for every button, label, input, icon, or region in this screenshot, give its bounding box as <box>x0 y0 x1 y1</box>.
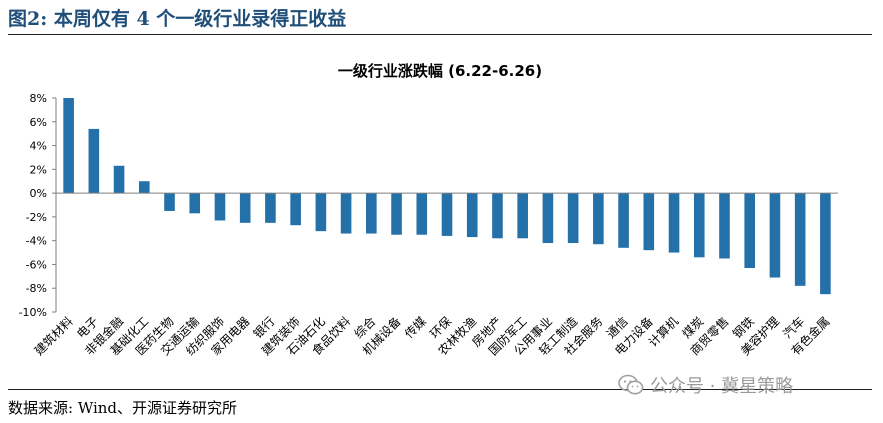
bar <box>668 193 680 253</box>
bar <box>88 128 100 194</box>
bar <box>113 165 125 194</box>
bars <box>56 98 838 295</box>
bar <box>239 193 251 223</box>
bar <box>290 193 301 226</box>
y-tick-label: 0% <box>30 187 47 200</box>
y-tick-label: 8% <box>30 92 47 105</box>
bar-chart: 一级行业涨跌幅 (6.22-6.26) 8% 6% 4% 2% 0% -2% -4% -6% -… <box>19 62 838 359</box>
y-tick-label: 6% <box>30 116 47 129</box>
watermark-text: 公众号 · 冀星策略 <box>650 376 794 397</box>
bar <box>719 193 730 259</box>
figure-title: 图2: 本周仅有 4 个一级行业录得正收益 <box>8 8 347 30</box>
y-axis: 8% 6% 4% 2% 0% -2% -4% -6% -8% -10% <box>19 92 57 319</box>
y-tick-label: -10% <box>19 306 47 319</box>
bar <box>567 193 579 244</box>
y-tick-label: -4% <box>26 235 47 248</box>
bar <box>744 193 756 269</box>
x-tick-label: 传媒 <box>401 314 429 342</box>
bar <box>542 193 554 244</box>
y-tick-label: -8% <box>26 282 47 295</box>
source-note: 数据来源: Wind、开源证券研究所 <box>8 399 238 417</box>
bar <box>265 193 276 223</box>
y-tick-label: 4% <box>30 140 47 153</box>
bar <box>693 193 705 258</box>
bar <box>820 193 831 295</box>
bar <box>593 193 604 245</box>
bar <box>794 193 806 286</box>
bar <box>138 181 150 194</box>
bar <box>340 193 352 234</box>
bar <box>189 193 201 214</box>
bar <box>517 193 528 239</box>
x-tick-label: 建筑材料 <box>31 314 76 359</box>
x-axis-labels: 建筑材料电子非银金融基础化工医药生物交通运输纺织服饰家用电器银行建筑装饰石油石化… <box>31 314 832 359</box>
bar <box>164 193 175 211</box>
bar <box>315 193 327 232</box>
bar <box>214 193 226 221</box>
y-tick-label: -2% <box>26 211 47 224</box>
watermark: 公众号 · 冀星策略 <box>618 372 793 398</box>
bar <box>391 193 402 235</box>
y-tick-label: 2% <box>30 163 47 176</box>
bar <box>643 193 655 251</box>
y-tick-label: -6% <box>26 258 47 271</box>
bar <box>618 193 629 248</box>
bar <box>441 193 453 236</box>
wechat-icon <box>618 374 644 395</box>
bar <box>492 193 503 239</box>
bar <box>769 193 781 278</box>
bar <box>416 193 428 235</box>
bar <box>63 98 74 194</box>
chart-title: 一级行业涨跌幅 (6.22-6.26) <box>338 62 542 80</box>
bottom-rule <box>8 389 872 390</box>
bar <box>466 193 478 238</box>
bar <box>366 193 377 234</box>
top-rule <box>8 34 872 35</box>
